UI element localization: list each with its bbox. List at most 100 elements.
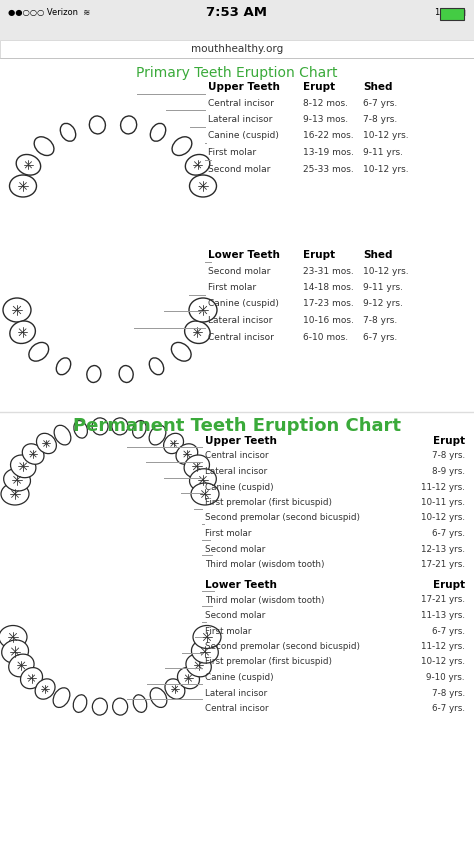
- Text: Central incisor: Central incisor: [208, 99, 274, 108]
- Text: First molar: First molar: [205, 626, 252, 636]
- Text: 17-23 mos.: 17-23 mos.: [303, 300, 354, 308]
- Text: Second molar: Second molar: [208, 164, 270, 173]
- Text: Third molar (wisdom tooth): Third molar (wisdom tooth): [205, 560, 325, 569]
- Ellipse shape: [54, 425, 71, 445]
- Text: Canine (cuspid): Canine (cuspid): [205, 673, 273, 682]
- Text: Central incisor: Central incisor: [208, 333, 274, 342]
- Ellipse shape: [89, 116, 105, 134]
- Text: 9-13 mos.: 9-13 mos.: [303, 115, 348, 124]
- Ellipse shape: [60, 124, 76, 141]
- Text: Shed: Shed: [363, 82, 392, 92]
- Ellipse shape: [185, 154, 210, 175]
- Text: 7:53 AM: 7:53 AM: [207, 7, 267, 19]
- Text: mouthhealthy.org: mouthhealthy.org: [191, 44, 283, 54]
- Text: 7-8 yrs.: 7-8 yrs.: [363, 316, 397, 325]
- Text: Second molar: Second molar: [205, 545, 265, 553]
- Text: Second premolar (second bicuspid): Second premolar (second bicuspid): [205, 514, 360, 523]
- Text: 9-10 yrs.: 9-10 yrs.: [427, 673, 465, 682]
- Text: 6-7 yrs.: 6-7 yrs.: [363, 333, 397, 342]
- Text: Primary Teeth Eruption Chart: Primary Teeth Eruption Chart: [136, 66, 338, 80]
- Text: Erupt: Erupt: [433, 580, 465, 590]
- Text: 10-12 yrs.: 10-12 yrs.: [363, 267, 409, 275]
- Text: 11-13 yrs.: 11-13 yrs.: [421, 611, 465, 620]
- Text: Erupt: Erupt: [303, 250, 335, 260]
- Ellipse shape: [177, 668, 200, 689]
- Text: 10-12 yrs.: 10-12 yrs.: [363, 131, 409, 141]
- Text: 6-7 yrs.: 6-7 yrs.: [363, 99, 397, 108]
- Ellipse shape: [29, 343, 49, 361]
- Text: 8-9 yrs.: 8-9 yrs.: [432, 467, 465, 476]
- Text: Shed: Shed: [363, 250, 392, 260]
- Text: 10-11 yrs.: 10-11 yrs.: [421, 498, 465, 507]
- Text: 10-12 yrs.: 10-12 yrs.: [363, 164, 409, 173]
- Ellipse shape: [191, 640, 219, 663]
- Ellipse shape: [35, 679, 55, 699]
- Ellipse shape: [165, 679, 185, 699]
- Text: 7-8 yrs.: 7-8 yrs.: [363, 115, 397, 124]
- Ellipse shape: [1, 483, 29, 505]
- Text: 11-12 yrs.: 11-12 yrs.: [421, 482, 465, 492]
- Text: 6-7 yrs.: 6-7 yrs.: [432, 529, 465, 538]
- Ellipse shape: [3, 298, 31, 322]
- Ellipse shape: [74, 420, 87, 438]
- Ellipse shape: [150, 688, 167, 707]
- Text: 6-10 mos.: 6-10 mos.: [303, 333, 348, 342]
- Ellipse shape: [36, 434, 56, 454]
- Text: 11-12 yrs.: 11-12 yrs.: [421, 642, 465, 651]
- Text: Second molar: Second molar: [208, 267, 270, 275]
- Ellipse shape: [133, 695, 147, 712]
- Ellipse shape: [20, 668, 43, 689]
- Text: Lateral incisor: Lateral incisor: [205, 689, 267, 697]
- Ellipse shape: [193, 626, 221, 648]
- Ellipse shape: [120, 116, 137, 134]
- Ellipse shape: [53, 688, 70, 707]
- Text: 9-11 yrs.: 9-11 yrs.: [363, 283, 403, 292]
- Text: First molar: First molar: [208, 283, 256, 292]
- Text: Erupt: Erupt: [303, 82, 335, 92]
- Text: Second molar: Second molar: [205, 611, 265, 620]
- Text: 6-7 yrs.: 6-7 yrs.: [432, 704, 465, 713]
- Text: Canine (cuspid): Canine (cuspid): [205, 482, 273, 492]
- Text: Central incisor: Central incisor: [205, 704, 269, 713]
- Ellipse shape: [184, 455, 210, 477]
- Text: Permanent Teeth Eruption Chart: Permanent Teeth Eruption Chart: [73, 417, 401, 435]
- Ellipse shape: [16, 154, 41, 175]
- Ellipse shape: [87, 365, 101, 382]
- Ellipse shape: [113, 698, 128, 715]
- Text: 8-12 mos.: 8-12 mos.: [303, 99, 348, 108]
- Text: Lower Teeth: Lower Teeth: [208, 250, 280, 260]
- Text: 100% ▮: 100% ▮: [435, 8, 466, 18]
- Ellipse shape: [119, 365, 133, 382]
- Text: 7-8 yrs.: 7-8 yrs.: [432, 451, 465, 461]
- Text: 16-22 mos.: 16-22 mos.: [303, 131, 354, 141]
- Ellipse shape: [176, 444, 198, 464]
- Text: First premolar (first bicuspid): First premolar (first bicuspid): [205, 498, 332, 507]
- Ellipse shape: [9, 175, 36, 197]
- Text: 13-19 mos.: 13-19 mos.: [303, 148, 354, 157]
- Ellipse shape: [172, 343, 191, 361]
- Text: 9-11 yrs.: 9-11 yrs.: [363, 148, 403, 157]
- Text: Canine (cuspid): Canine (cuspid): [208, 131, 279, 141]
- Ellipse shape: [73, 695, 87, 712]
- Text: 10-16 mos.: 10-16 mos.: [303, 316, 354, 325]
- Text: Upper Teeth: Upper Teeth: [208, 82, 280, 92]
- Ellipse shape: [9, 654, 34, 677]
- Ellipse shape: [4, 469, 30, 491]
- Text: First premolar (first bicuspid): First premolar (first bicuspid): [205, 658, 332, 667]
- Ellipse shape: [133, 420, 146, 438]
- Text: 9-12 yrs.: 9-12 yrs.: [363, 300, 403, 308]
- Text: Third molar (wisdom tooth): Third molar (wisdom tooth): [205, 595, 325, 605]
- Text: 7-8 yrs.: 7-8 yrs.: [432, 689, 465, 697]
- Text: Lateral incisor: Lateral incisor: [208, 316, 273, 325]
- Ellipse shape: [149, 358, 164, 375]
- Ellipse shape: [186, 654, 211, 677]
- Text: First molar: First molar: [205, 529, 252, 538]
- Text: ●●○○○ Verizon  ≋: ●●○○○ Verizon ≋: [8, 8, 90, 18]
- Ellipse shape: [172, 136, 192, 156]
- Ellipse shape: [190, 469, 216, 491]
- Text: 14-18 mos.: 14-18 mos.: [303, 283, 354, 292]
- Text: 6-7 yrs.: 6-7 yrs.: [432, 626, 465, 636]
- Ellipse shape: [2, 640, 28, 663]
- Text: Lower Teeth: Lower Teeth: [205, 580, 277, 590]
- Text: First molar: First molar: [208, 148, 256, 157]
